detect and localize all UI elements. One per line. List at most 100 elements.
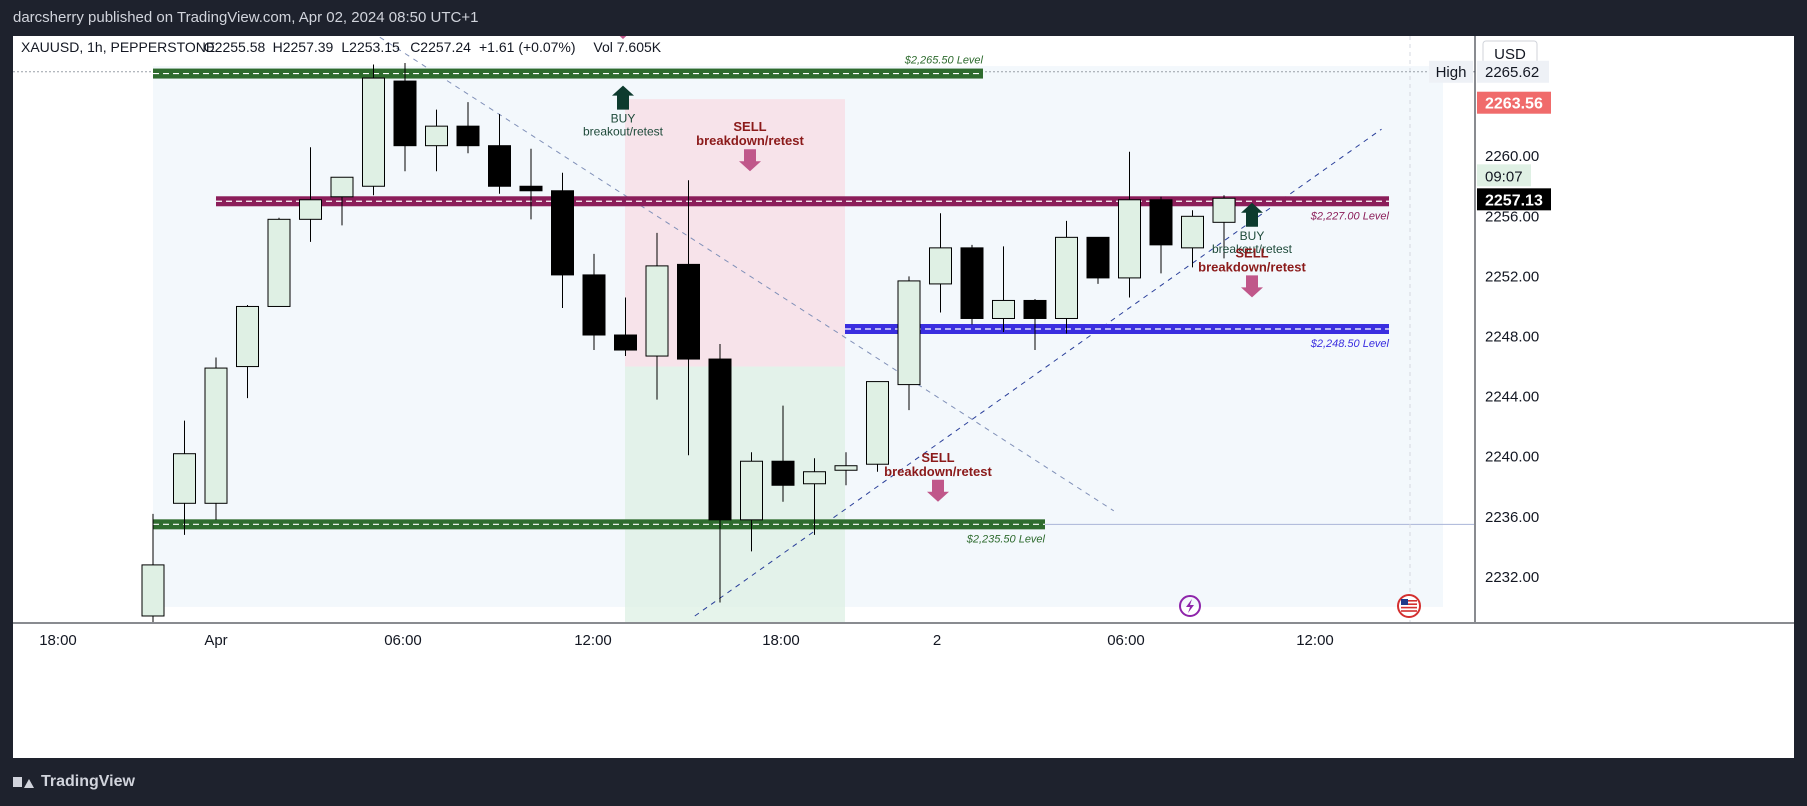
time-tick-label: Apr xyxy=(204,632,227,649)
price-tick-label: 2240.00 xyxy=(1485,449,1539,466)
tradingview-logo-icon xyxy=(13,775,35,789)
sell-annotation: SELLreversal setup xyxy=(619,36,627,39)
candle-body xyxy=(614,334,637,351)
candle-body xyxy=(1023,299,1047,319)
price-axis-background xyxy=(1475,36,1794,622)
candle xyxy=(929,213,952,313)
price-tick-label: 2236.00 xyxy=(1485,509,1539,526)
candle xyxy=(141,513,165,622)
flag-stripe-icon xyxy=(1401,610,1417,612)
legend-item: +1.61 (+0.07%) xyxy=(479,39,576,55)
candle xyxy=(456,102,480,154)
candle-body xyxy=(834,465,858,471)
annotation-subtitle: breakout/retest xyxy=(1212,242,1293,256)
candle xyxy=(330,176,354,226)
candle xyxy=(708,344,732,603)
candle-body xyxy=(393,80,417,147)
high-value-label: 2265.62 xyxy=(1485,64,1539,81)
annotation-title: BUY xyxy=(1240,229,1265,243)
time-tick-label: 2 xyxy=(933,632,941,649)
legend-item: Vol 7.605K xyxy=(593,39,661,55)
candle-body xyxy=(582,274,606,336)
candle-body xyxy=(708,358,732,521)
candle-body xyxy=(960,247,984,319)
annotation-title: BUY xyxy=(611,112,636,126)
annotation-subtitle: breakdown/retest xyxy=(1198,259,1306,274)
candle-body xyxy=(425,125,448,147)
candle-body xyxy=(456,125,480,147)
candle xyxy=(425,109,448,172)
candle-body xyxy=(1181,215,1204,249)
time-tick-label: 18:00 xyxy=(762,632,800,649)
candle xyxy=(393,63,417,172)
candle xyxy=(677,180,700,456)
last-price-label: 2257.13 xyxy=(1485,192,1543,209)
level-label: $2,227.00 Level xyxy=(1310,210,1390,222)
legend-item: L2253.15 xyxy=(341,39,400,55)
candle xyxy=(645,232,669,400)
candle xyxy=(582,253,606,351)
candle-body xyxy=(362,77,385,187)
candle-body xyxy=(236,305,259,368)
time-tick-label: 06:00 xyxy=(1107,632,1145,649)
candle xyxy=(488,114,511,194)
candle-body xyxy=(519,185,543,192)
level-label: $2,235.50 Level xyxy=(966,533,1046,545)
candle-body xyxy=(803,471,826,485)
lightning-bolt-icon xyxy=(1186,599,1194,613)
candle xyxy=(897,276,921,411)
candle-body xyxy=(141,564,165,617)
bottom-bar: TradingView xyxy=(0,758,1807,806)
red-price-tag-box xyxy=(1477,91,1551,114)
candle-body xyxy=(677,263,700,360)
time-axis-background xyxy=(13,622,1794,758)
price-tick-label: 2232.00 xyxy=(1485,569,1539,586)
time-tick-label: 12:00 xyxy=(1296,632,1334,649)
candle-body xyxy=(992,299,1015,319)
price-levels: $2,265.50 Level $2,227.00 Level $2,248.50 … xyxy=(153,55,1390,545)
high-value-box xyxy=(1477,60,1549,83)
countdown-label: 09:07 xyxy=(1485,168,1523,185)
candle xyxy=(992,246,1015,333)
candle xyxy=(519,148,543,220)
legend-item: O2255.58 xyxy=(204,39,266,55)
candle-body xyxy=(330,176,354,198)
annotation-title: SELL xyxy=(733,119,766,134)
short-position-target-zone xyxy=(625,366,845,622)
candle xyxy=(236,304,259,399)
candle-body xyxy=(299,199,322,220)
candle xyxy=(1055,220,1078,334)
event-icons xyxy=(1179,594,1421,618)
candle xyxy=(834,452,858,486)
legend-item: H2257.39 xyxy=(273,39,334,55)
price-tick-label: 2248.00 xyxy=(1485,329,1539,346)
candle xyxy=(204,357,228,520)
currency-label: USD xyxy=(1494,46,1526,63)
candle xyxy=(362,64,385,196)
candle-body xyxy=(929,247,952,285)
countdown-box xyxy=(1477,164,1531,187)
last-price-box xyxy=(1477,188,1551,211)
flag-stripe-icon xyxy=(1401,600,1417,602)
candle xyxy=(866,381,889,472)
level-band xyxy=(216,196,1389,207)
tradingview-logo[interactable]: TradingView xyxy=(13,773,135,791)
us-flag-event-icon xyxy=(1397,594,1421,618)
candle-body xyxy=(551,190,574,276)
annotation-title: SELL xyxy=(1235,245,1268,260)
annotation-subtitle: breakout/retest xyxy=(583,125,664,139)
candlestick-chart[interactable]: $2,265.50 Level $2,227.00 Level $2,248.50 … xyxy=(13,36,1794,758)
time-tick-label: 18:00 xyxy=(39,632,77,649)
candle-body xyxy=(1212,197,1236,223)
time-axis: 18:00 Apr 06:00 12:00 18:00 2 06:00 12:00 xyxy=(13,622,1794,758)
red-price-tag-label: 2263.56 xyxy=(1485,96,1543,113)
flag-stripe-icon xyxy=(1401,603,1417,605)
candle xyxy=(267,217,291,307)
chart-frame[interactable]: $2,265.50 Level $2,227.00 Level $2,248.50 … xyxy=(13,36,1794,758)
candles xyxy=(141,63,1236,622)
candle-body xyxy=(897,280,921,386)
sell-arrow-icon xyxy=(739,149,761,172)
